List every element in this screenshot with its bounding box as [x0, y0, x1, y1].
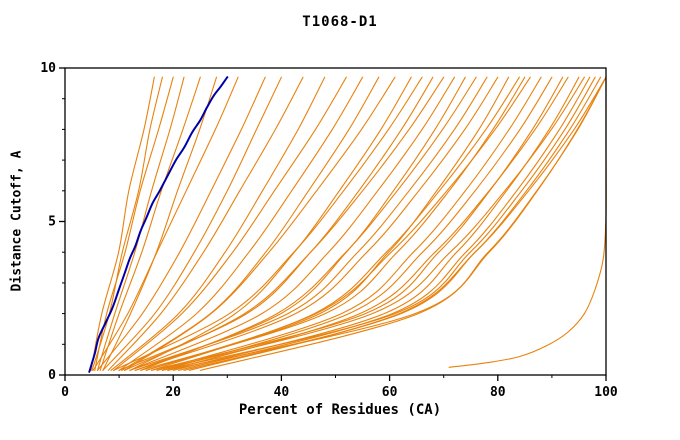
x-tick-label: 80 — [490, 385, 506, 400]
model-curve — [140, 76, 477, 371]
model-curve — [110, 76, 326, 371]
highlighted-model-curve — [88, 76, 229, 373]
y-tick-label: 5 — [48, 215, 56, 230]
model-curve — [107, 76, 304, 371]
model-curve — [94, 76, 174, 371]
model-curve — [156, 76, 542, 371]
model-curve — [123, 76, 445, 371]
model-curve — [161, 76, 553, 371]
model-curve — [91, 76, 163, 371]
model-curve — [151, 76, 564, 371]
model-curve — [145, 76, 531, 371]
model-curve — [99, 76, 201, 371]
x-tick-label: 60 — [382, 385, 398, 400]
model-curve — [123, 76, 396, 371]
model-curve — [118, 76, 364, 371]
y-tick-label: 0 — [48, 368, 56, 383]
model-curve — [113, 76, 423, 371]
x-axis-label: Percent of Residues (CA) — [238, 402, 442, 418]
model-curve — [134, 76, 466, 371]
model-curve — [178, 76, 591, 371]
model-curve — [188, 76, 607, 371]
model-curve — [90, 76, 155, 371]
model-curve — [113, 76, 347, 371]
model-curve — [129, 76, 488, 371]
model-curve — [102, 76, 218, 371]
x-tick-label: 0 — [61, 385, 69, 400]
model-curve — [129, 76, 412, 371]
model-curve — [129, 76, 456, 371]
y-tick-label: 10 — [40, 61, 56, 76]
model-curve — [199, 76, 607, 371]
model-curve — [96, 76, 266, 371]
model-curve — [140, 76, 526, 371]
model-curve — [134, 76, 499, 371]
model-curve — [96, 76, 185, 371]
model-curve — [102, 76, 282, 371]
model-curve — [167, 76, 569, 371]
x-tick-label: 40 — [274, 385, 290, 400]
chart-title: T1068-D1 — [302, 14, 378, 30]
x-tick-label: 100 — [594, 385, 618, 400]
model-curve — [156, 76, 585, 371]
model-curve — [92, 76, 239, 371]
model-curve — [161, 76, 596, 371]
model-curve — [172, 76, 580, 371]
x-tick-label: 20 — [165, 385, 181, 400]
